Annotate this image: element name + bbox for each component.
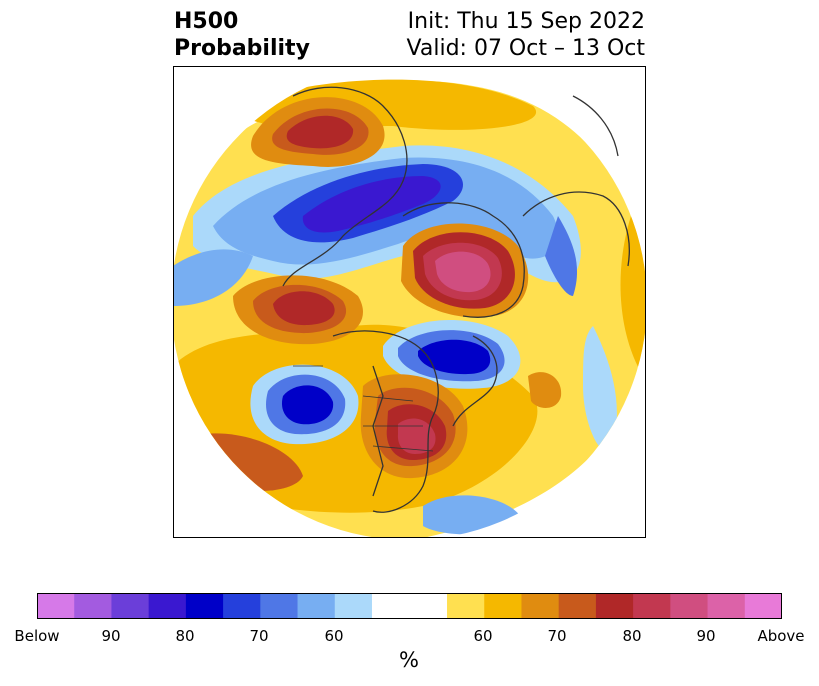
coastline-africa [572, 95, 619, 157]
forecast-dates: Init: Thu 15 Sep 2022 Valid: 07 Oct – 13… [407, 8, 645, 62]
valid-period: Valid: 07 Oct – 13 Oct [406, 36, 645, 61]
contour-below-80-core [302, 176, 441, 233]
colorbar-tick-label: 90 [101, 627, 121, 645]
colorbar-tick-label: Above [757, 627, 805, 645]
probability-field [173, 79, 646, 538]
colorbar-bin [484, 593, 522, 619]
colorbar-tick-label: 70 [547, 627, 567, 645]
colorbar-bin [595, 593, 634, 619]
contour-below-60-east [545, 216, 578, 296]
title-line-2: Probability [174, 36, 310, 61]
contour-below-80-pacific [281, 385, 334, 425]
contour-above-70-atlantic [528, 372, 562, 408]
init-date: Init: Thu 15 Sep 2022 [407, 9, 645, 34]
coastline-europe [522, 191, 630, 267]
colorbar-bin [521, 593, 560, 619]
coastline-hudson-bay [452, 335, 498, 427]
colorbar-bin [185, 593, 224, 619]
colorbar-bin [37, 593, 75, 619]
colorbar-tick-label: 80 [175, 627, 195, 645]
colorbar-bin [223, 593, 261, 619]
colorbar-tick-label: 60 [473, 627, 493, 645]
colorbar-tick-label: 90 [696, 627, 716, 645]
map-frame [173, 66, 646, 538]
contour-above-80-west [273, 291, 335, 326]
colorbar-unit: % [399, 648, 419, 672]
colorbar-tick-label: 70 [249, 627, 269, 645]
colorbar-bin [447, 593, 485, 619]
contour-below-50-atlantic [583, 326, 617, 452]
colorbar-bin [297, 593, 336, 619]
colorbar-tick-label: 60 [324, 627, 344, 645]
title-line-1: H500 [174, 9, 239, 34]
contour-below-60-west [173, 249, 253, 306]
colorbar-frame [37, 593, 782, 619]
contour-above-90-pole [435, 251, 491, 293]
coastline-arctic [402, 202, 525, 318]
colorbar [37, 593, 782, 619]
colorbar-bin [260, 593, 299, 619]
political-borders [293, 365, 434, 452]
colorbar-tick-label: 80 [622, 627, 642, 645]
colorbar-bin [633, 593, 671, 619]
contour-above-85-east [397, 418, 436, 454]
colorbar-bin [707, 593, 746, 619]
colorbar-bin [334, 593, 373, 619]
colorbar-bin [670, 593, 709, 619]
map-title: H500 Probability [174, 8, 310, 62]
coastline-asia [282, 86, 408, 287]
colorbar-bin [148, 593, 187, 619]
colorbar-bin [74, 593, 112, 619]
coastlines [282, 86, 630, 513]
contour-above-80-nw [286, 115, 354, 149]
probability-map [173, 66, 646, 538]
colorbar-bin [111, 593, 150, 619]
colorbar-bin [744, 593, 782, 619]
colorbar-bin [558, 593, 597, 619]
contour-below-80-center [418, 339, 491, 375]
coastline-north-america [332, 330, 439, 513]
colorbar-tick-label: Below [14, 627, 60, 645]
colorbar-bin [371, 593, 448, 619]
